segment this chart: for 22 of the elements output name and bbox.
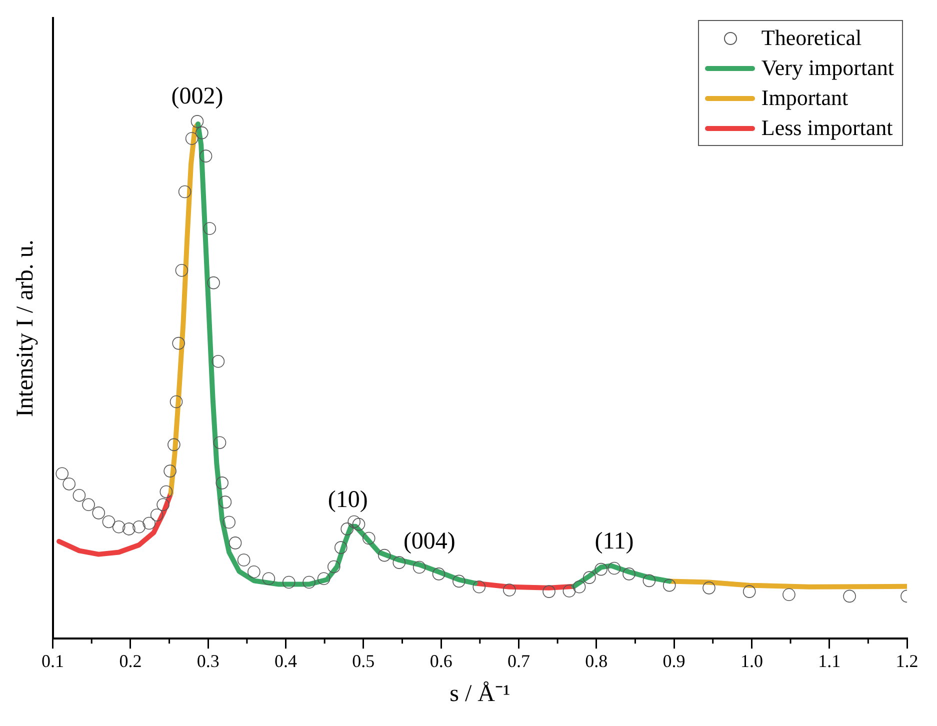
x-tick-label: 0.6 bbox=[430, 651, 452, 672]
annotation: (10) bbox=[328, 487, 368, 514]
x-tick-label: 0.9 bbox=[662, 651, 686, 672]
annotation: (11) bbox=[594, 528, 634, 554]
x-axis-title: s / Å⁻¹ bbox=[450, 680, 510, 707]
x-tick-label: 1.2 bbox=[896, 651, 918, 672]
legend-label: Very important bbox=[761, 54, 894, 82]
annotation: (002) bbox=[171, 84, 224, 110]
x-tick-label: 0.7 bbox=[507, 651, 530, 672]
x-tick-label: 0.2 bbox=[119, 651, 142, 672]
x-tick-label: 0.4 bbox=[274, 651, 298, 672]
legend-label: Important bbox=[761, 84, 848, 112]
x-tick-label: 0.5 bbox=[352, 651, 375, 672]
y-axis-title: Intensity I / arb. u. bbox=[12, 240, 39, 417]
x-tick-label: 0.1 bbox=[42, 651, 64, 672]
x-tick-label: 1.0 bbox=[740, 651, 763, 672]
annotation: (004) bbox=[403, 528, 456, 554]
x-tick-label: 0.3 bbox=[196, 651, 220, 672]
x-tick-label: 1.1 bbox=[818, 651, 841, 672]
x-tick-label: 0.8 bbox=[585, 651, 608, 672]
legend-label: Less important bbox=[761, 114, 893, 142]
legend-label: Theoretical bbox=[761, 24, 862, 52]
